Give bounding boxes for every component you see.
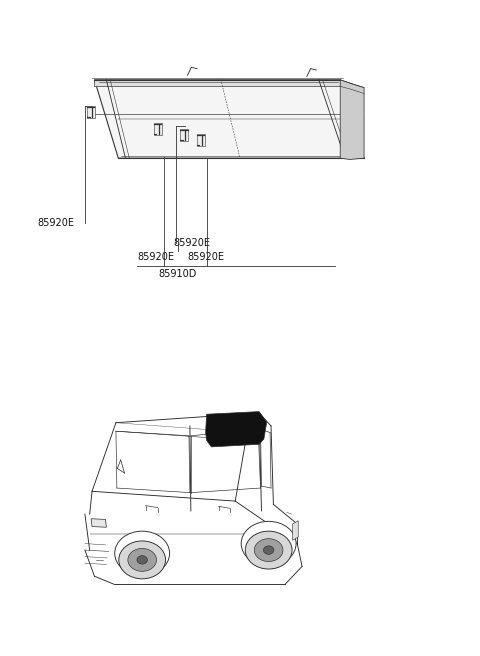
Polygon shape bbox=[95, 80, 340, 87]
Ellipse shape bbox=[264, 546, 274, 554]
Bar bbox=[197, 134, 204, 146]
Text: 85920E: 85920E bbox=[188, 253, 225, 262]
Bar bbox=[180, 129, 188, 140]
Ellipse shape bbox=[137, 556, 147, 564]
Bar bbox=[154, 123, 162, 134]
Polygon shape bbox=[205, 411, 267, 447]
Ellipse shape bbox=[245, 531, 292, 569]
Ellipse shape bbox=[119, 541, 166, 579]
Ellipse shape bbox=[241, 522, 296, 565]
Ellipse shape bbox=[254, 539, 283, 562]
Polygon shape bbox=[95, 80, 364, 158]
Bar bbox=[87, 106, 95, 117]
Polygon shape bbox=[340, 80, 364, 159]
Text: 85910D: 85910D bbox=[159, 270, 197, 279]
Ellipse shape bbox=[128, 548, 156, 571]
Polygon shape bbox=[292, 521, 298, 541]
Text: 85920E: 85920E bbox=[137, 253, 174, 262]
Text: 85920E: 85920E bbox=[37, 218, 74, 228]
Ellipse shape bbox=[115, 531, 169, 575]
Polygon shape bbox=[91, 519, 107, 527]
Text: 85920E: 85920E bbox=[173, 238, 210, 248]
